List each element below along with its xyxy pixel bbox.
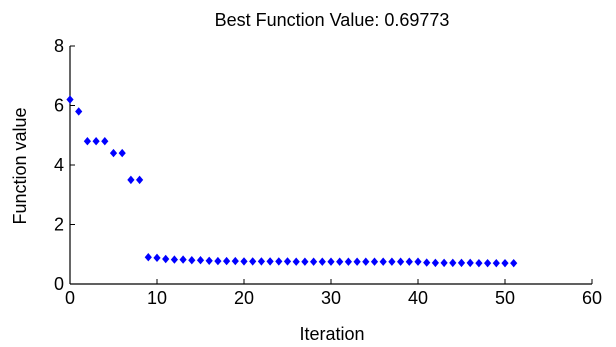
data-point xyxy=(266,257,274,266)
data-point xyxy=(353,257,361,266)
data-point xyxy=(205,256,213,265)
data-point xyxy=(83,137,91,146)
data-point xyxy=(310,257,318,266)
data-point xyxy=(362,257,370,266)
data-point xyxy=(449,258,457,268)
data-point xyxy=(344,257,352,266)
data-point xyxy=(492,258,500,268)
axes xyxy=(69,46,592,285)
x-tick-label: 0 xyxy=(65,288,75,308)
y-tick-label: 0 xyxy=(54,274,64,294)
data-point xyxy=(501,258,509,268)
data-point xyxy=(75,107,83,116)
data-point xyxy=(336,257,344,266)
data-point xyxy=(179,255,187,264)
data-point xyxy=(109,148,118,158)
data-point xyxy=(370,257,379,266)
data-point xyxy=(153,253,161,263)
data-point xyxy=(292,257,300,266)
x-tick-label: 60 xyxy=(582,288,602,308)
data-point xyxy=(283,257,292,266)
data-point xyxy=(127,175,135,185)
x-tick-label: 20 xyxy=(234,288,254,308)
data-point xyxy=(196,256,205,265)
y-tick-label: 6 xyxy=(54,96,64,116)
y-tick-label: 4 xyxy=(54,155,64,175)
x-tick-label: 30 xyxy=(321,288,341,308)
data-point xyxy=(475,258,483,268)
data-point xyxy=(440,258,448,268)
data-point xyxy=(388,257,396,266)
data-point xyxy=(379,257,387,266)
data-point xyxy=(397,257,405,266)
data-point xyxy=(101,137,109,146)
chart-title: Best Function Value: 0.69773 xyxy=(215,10,450,30)
y-axis-label: Function value xyxy=(10,107,30,224)
x-tick-label: 50 xyxy=(495,288,515,308)
data-point xyxy=(188,256,196,265)
x-axis-label: Iteration xyxy=(299,324,364,344)
data-point xyxy=(214,256,222,266)
data-point xyxy=(162,254,170,264)
data-point xyxy=(92,137,100,146)
data-points xyxy=(66,95,518,268)
data-point xyxy=(484,258,492,268)
data-point xyxy=(327,257,335,266)
data-point xyxy=(170,255,178,264)
data-point xyxy=(301,257,309,266)
data-point xyxy=(223,256,231,266)
data-point xyxy=(231,256,239,266)
data-point xyxy=(466,258,474,268)
data-point xyxy=(405,257,413,266)
x-tick-label: 10 xyxy=(147,288,167,308)
y-tick-label: 8 xyxy=(54,36,64,56)
data-point xyxy=(275,257,283,266)
data-point xyxy=(118,148,126,158)
data-point xyxy=(66,95,74,104)
data-point xyxy=(457,258,466,268)
data-point xyxy=(423,258,431,267)
data-point xyxy=(144,253,152,262)
data-point xyxy=(431,258,439,268)
data-point xyxy=(136,175,144,185)
data-point xyxy=(510,258,518,268)
data-point xyxy=(414,257,422,266)
data-point xyxy=(240,257,248,266)
data-point xyxy=(318,257,326,266)
x-tick-label: 40 xyxy=(408,288,428,308)
data-point xyxy=(249,257,257,266)
ticks: 0 10 20 30 40 50 60 0 2 4 6 8 xyxy=(54,36,602,308)
y-tick-label: 2 xyxy=(54,215,64,235)
data-point xyxy=(257,257,265,266)
